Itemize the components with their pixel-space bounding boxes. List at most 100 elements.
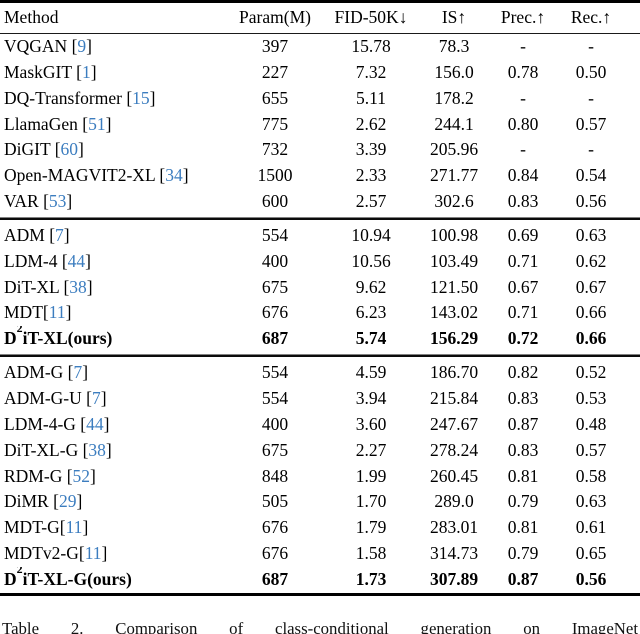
cell-method: D2iT-XL-G(ours): [4, 566, 132, 589]
cell-rec: 0.63: [575, 491, 607, 512]
cell-param: 687: [261, 328, 289, 349]
cell-method: DiGIT [60]: [4, 139, 84, 160]
cell-param: 554: [261, 362, 289, 383]
cell-is: 156.0: [434, 61, 474, 82]
cell-param: 687: [261, 568, 289, 589]
cell-prec: 0.84: [507, 165, 539, 186]
cell-rec: 0.57: [575, 113, 607, 134]
cell-is: 215.84: [429, 387, 479, 408]
cell-rec: 0.58: [575, 465, 607, 486]
table-row: DiGIT [60] 732 3.39 205.96 - -: [0, 137, 640, 163]
header-cell-param: Param(M): [239, 7, 311, 28]
cell-prec: 0.81: [507, 517, 539, 538]
cell-rec: 0.57: [575, 439, 607, 460]
cell-fid: 7.32: [355, 61, 387, 82]
cell-is: 260.45: [429, 465, 479, 486]
cell-is: 289.0: [434, 491, 474, 512]
cell-fid: 1.99: [355, 465, 387, 486]
cell-is: 244.1: [434, 113, 474, 134]
cell-prec: 0.78: [507, 61, 539, 82]
cell-method: DiMR [29]: [4, 491, 83, 512]
table-top-rule: [0, 0, 640, 3]
cell-method: MDT-G[11]: [4, 517, 89, 538]
cell-fid: 3.60: [355, 413, 387, 434]
citation-link[interactable]: 53: [48, 191, 67, 212]
cell-fid: 10.94: [351, 224, 391, 245]
table-header-rule: [0, 33, 640, 34]
cell-rec: 0.54: [575, 165, 607, 186]
citation-link[interactable]: 60: [60, 139, 79, 160]
cell-param: 227: [261, 61, 289, 82]
cell-param: 655: [261, 87, 289, 108]
cell-method: LDM-4 [44]: [4, 250, 91, 271]
citation-link[interactable]: 34: [165, 165, 183, 186]
citation-link[interactable]: 11: [48, 302, 66, 323]
cell-method: VQGAN [9]: [4, 36, 92, 56]
cell-fid: 5.74: [355, 328, 387, 349]
table-row: DQ-Transformer [15] 655 5.11 178.2 - -: [0, 86, 640, 112]
cell-prec: 0.81: [507, 465, 539, 486]
cell-rec: -: [588, 139, 594, 160]
cell-fid: 1.73: [355, 568, 387, 589]
cell-fid: 6.23: [355, 302, 387, 323]
citation-link[interactable]: 7: [55, 224, 64, 245]
cell-param: 775: [261, 113, 289, 134]
citation-link[interactable]: 9: [77, 36, 87, 56]
cell-param: 400: [261, 250, 289, 271]
cell-rec: 0.53: [575, 387, 607, 408]
cell-prec: 0.80: [507, 113, 539, 134]
cell-is: 307.89: [429, 568, 479, 589]
header-cell-is: IS↑: [441, 7, 467, 28]
cell-method: MDT[11]: [4, 302, 72, 323]
cell-fid: 3.39: [355, 139, 387, 160]
header-cell-method: Method: [4, 7, 59, 28]
cell-rec: 0.56: [575, 191, 607, 212]
citation-link[interactable]: 52: [72, 465, 91, 486]
cell-fid: 2.57: [355, 191, 387, 212]
cell-method: ADM [7]: [4, 224, 70, 245]
table-row: ADM [7] 554 10.94 100.98 0.69 0.63: [0, 223, 640, 249]
citation-link[interactable]: 38: [88, 439, 106, 460]
cell-prec: 0.83: [507, 439, 539, 460]
cell-method: D2iT-XL(ours): [4, 326, 113, 349]
citation-link[interactable]: 29: [58, 491, 77, 512]
table-caption-text: Table 2. Comparison of class-conditional…: [2, 618, 638, 634]
cell-is: 156.29: [429, 328, 479, 349]
cell-prec: 0.72: [507, 328, 539, 349]
cell-param: 676: [261, 302, 289, 323]
cell-param: 675: [261, 276, 289, 297]
citation-link[interactable]: 51: [88, 113, 106, 134]
citation-link[interactable]: 44: [67, 250, 86, 271]
citation-link[interactable]: 1: [81, 61, 91, 82]
cell-fid: 1.58: [355, 543, 387, 564]
cell-fid: 2.33: [355, 165, 387, 186]
table-row: VAR [53] 600 2.57 302.6 0.83 0.56: [0, 189, 640, 215]
cell-rec: 0.52: [575, 362, 607, 383]
table-row: RDM-G [52] 848 1.99 260.45 0.81 0.58: [0, 464, 640, 490]
table-row: LDM-4 [44] 400 10.56 103.49 0.71 0.62: [0, 249, 640, 275]
table-row: D2iT-XL(ours) 687 5.74 156.29 0.72 0.66: [0, 326, 640, 352]
table-header-row: Method Param(M) FID-50K↓ IS↑ Prec.↑ Rec.…: [0, 3, 640, 33]
cell-param: 397: [261, 36, 289, 56]
cell-param: 600: [261, 191, 289, 212]
section-divider-rule: [0, 216, 640, 220]
cell-method: DQ-Transformer [15]: [4, 87, 156, 108]
citation-link[interactable]: 7: [91, 387, 101, 408]
table-row: ADM-G-U [7] 554 3.94 215.84 0.83 0.53: [0, 386, 640, 412]
citation-link[interactable]: 7: [73, 362, 83, 383]
citation-link[interactable]: 15: [132, 87, 150, 108]
cell-prec: 0.87: [507, 568, 539, 589]
citation-link[interactable]: 38: [69, 276, 87, 297]
cell-fid: 10.56: [351, 250, 391, 271]
cell-rec: 0.62: [575, 250, 607, 271]
cell-param: 675: [261, 439, 289, 460]
table-row: MDT[11] 676 6.23 143.02 0.71 0.66: [0, 300, 640, 326]
cell-is: 186.70: [429, 362, 479, 383]
citation-link[interactable]: 11: [65, 517, 83, 538]
citation-link[interactable]: 11: [84, 543, 102, 564]
header-cell-prec: Prec.↑: [500, 7, 546, 28]
citation-link[interactable]: 44: [86, 413, 104, 434]
cell-fid: 4.59: [355, 362, 387, 383]
table-row: MDTv2-G[11] 676 1.58 314.73 0.79 0.65: [0, 541, 640, 567]
